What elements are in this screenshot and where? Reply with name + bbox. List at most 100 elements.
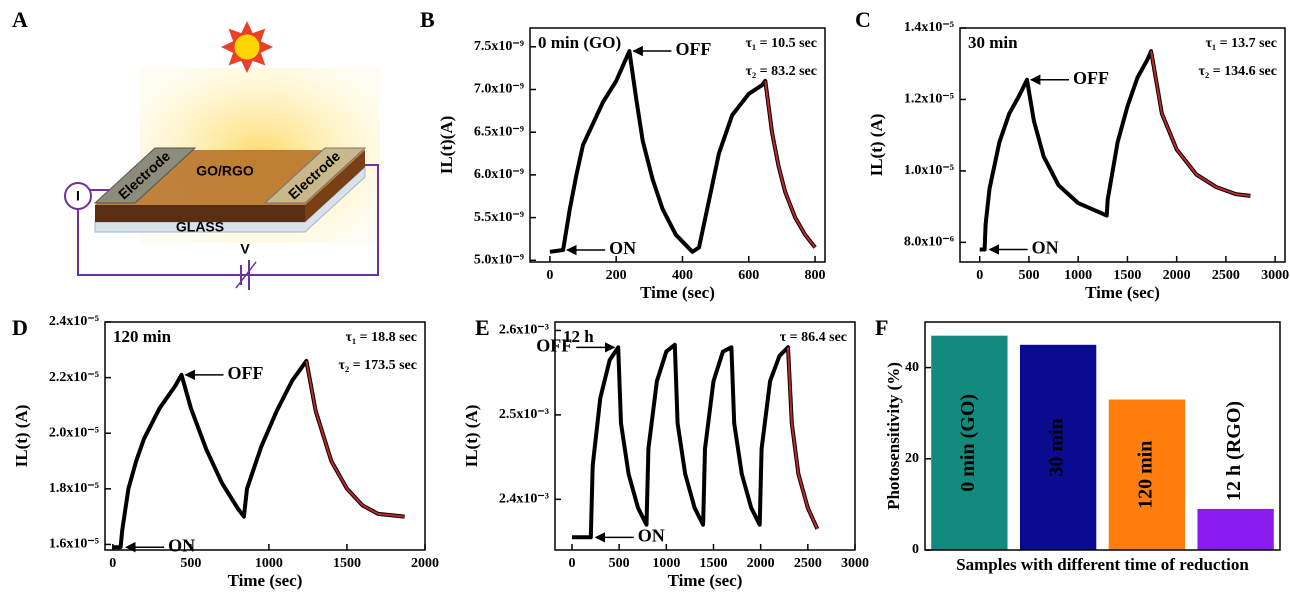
y-tick-label: 8.0x10⁻⁶ xyxy=(904,235,954,250)
data-line xyxy=(305,360,405,518)
annotation: OFF xyxy=(227,363,263,383)
annotation: ON xyxy=(1032,238,1059,258)
y-tick-label: 40 xyxy=(905,360,919,375)
y-tick-label: 2.0x10⁻⁵ xyxy=(49,425,99,440)
panel-letter: C xyxy=(855,7,871,32)
y-tick-label: 20 xyxy=(905,451,919,466)
x-tick-label: 1000 xyxy=(255,556,283,571)
current-label: I xyxy=(76,188,80,204)
y-tick-label: 1.0x10⁻⁵ xyxy=(904,163,954,178)
y-tick-label: 7.0x10⁻⁹ xyxy=(474,82,524,97)
y-axis-title: IL(t)(A) xyxy=(437,116,456,175)
x-axis-title: Time (sec) xyxy=(228,571,303,590)
panel-letter: A xyxy=(12,7,28,32)
annotation: OFF xyxy=(675,39,711,59)
x-axis-title: Time (sec) xyxy=(640,283,715,302)
electrode-right xyxy=(263,147,367,204)
panel-title: 30 min xyxy=(968,33,1018,52)
fit-note: τ₁ = 18.8 sec xyxy=(345,330,417,345)
y-tick-label: 1.6x10⁻⁵ xyxy=(49,537,99,552)
bar xyxy=(1019,344,1097,550)
plot-frame xyxy=(924,321,1281,551)
y-tick-label: 7.5x10⁻⁹ xyxy=(474,39,524,54)
substrate-label: GLASS xyxy=(176,219,224,235)
fit-note: τ = 86.4 sec xyxy=(780,330,847,345)
x-tick-label: 1000 xyxy=(652,556,680,571)
voltage-label: V xyxy=(240,241,250,257)
y-tick-label: 1.8x10⁻⁵ xyxy=(49,481,99,496)
x-tick-label: 1500 xyxy=(699,556,727,571)
x-axis-title: Time (sec) xyxy=(668,571,743,590)
y-tick-label: 2.2x10⁻⁵ xyxy=(49,370,99,385)
y-tick-label: 1.2x10⁻⁵ xyxy=(904,92,954,107)
sun xyxy=(233,33,261,61)
data-line xyxy=(787,347,819,530)
panel-letter: B xyxy=(420,7,435,32)
y-tick-label: 2.4x10⁻³ xyxy=(499,492,549,507)
fit-note: τ₁ = 10.5 sec xyxy=(745,36,817,51)
y-tick-label: 1.4x10⁻⁵ xyxy=(904,20,954,35)
plot-frame xyxy=(104,321,426,551)
y-tick-label: 0 xyxy=(912,542,919,557)
data-line xyxy=(572,342,820,540)
bar xyxy=(1197,508,1274,550)
x-tick-label: 400 xyxy=(672,268,693,283)
film-label: GO/RGO xyxy=(196,163,254,179)
y-axis-title: IL(t) (A) xyxy=(462,405,481,468)
x-tick-label: 3000 xyxy=(1261,268,1289,283)
x-axis-title: Time (sec) xyxy=(1085,283,1160,302)
y-axis-title: IL(t) (A) xyxy=(867,114,886,177)
bar xyxy=(931,335,1008,550)
x-tick-label: 2500 xyxy=(794,556,822,571)
y-axis-title: IL(t) (A) xyxy=(12,405,31,468)
data-line xyxy=(1150,51,1251,197)
plot-frame xyxy=(554,321,856,551)
x-tick-label: 1500 xyxy=(333,556,361,571)
bar-label: 0 min (GO) xyxy=(957,394,979,492)
fit-note: τ₂ = 83.2 sec xyxy=(745,64,817,79)
data-line xyxy=(764,80,816,249)
annotation: ON xyxy=(609,238,636,258)
bar-label: 120 min xyxy=(1134,441,1156,509)
panel-title: 120 min xyxy=(113,327,172,346)
x-tick-label: 500 xyxy=(180,556,201,571)
x-tick-label: 1000 xyxy=(1064,268,1092,283)
panel-letter: E xyxy=(475,315,490,340)
y-tick-label: 2.5x10⁻³ xyxy=(499,407,549,422)
panel-title: 12 h xyxy=(563,327,594,346)
plot-frame xyxy=(529,27,826,263)
panel-letter: D xyxy=(12,315,28,340)
ammeter xyxy=(64,182,92,210)
y-axis-title: Photosensitivity (%) xyxy=(884,362,903,510)
x-tick-label: 1500 xyxy=(1113,268,1141,283)
film-side xyxy=(305,150,365,222)
bar-label: 30 min xyxy=(1046,418,1068,476)
x-tick-label: 0 xyxy=(568,556,575,571)
x-tick-label: 2000 xyxy=(411,556,439,571)
annotation: ON xyxy=(168,535,195,555)
device-diagram: A Electrode Electrode GO/RGO GLASS I V xyxy=(12,7,380,290)
data-line xyxy=(112,358,405,550)
x-tick-label: 2500 xyxy=(1212,268,1240,283)
panel-title: 0 min (GO) xyxy=(538,33,621,52)
x-tick-label: 500 xyxy=(1018,268,1039,283)
x-axis-title: Samples with different time of reduction xyxy=(956,555,1249,574)
film-front xyxy=(95,205,305,222)
annotation: ON xyxy=(638,525,665,545)
annotation: OFF xyxy=(536,335,572,355)
panel-letter: F xyxy=(875,315,888,340)
x-tick-label: 2000 xyxy=(747,556,775,571)
variable-arrow xyxy=(235,261,257,289)
bar xyxy=(1108,399,1186,550)
x-tick-label: 200 xyxy=(606,268,627,283)
bar-label: 12 h (RGO) xyxy=(1223,401,1245,501)
fit-note: τ₁ = 13.7 sec xyxy=(1205,36,1277,51)
y-tick-label: 2.4x10⁻⁵ xyxy=(49,314,99,329)
annotation: OFF xyxy=(1073,68,1109,88)
fit-note: τ₂ = 173.5 sec xyxy=(338,358,417,373)
x-tick-label: 800 xyxy=(805,268,826,283)
data-line xyxy=(979,49,1251,252)
y-tick-label: 5.0x10⁻⁹ xyxy=(474,253,524,268)
plot-frame xyxy=(959,27,1286,263)
